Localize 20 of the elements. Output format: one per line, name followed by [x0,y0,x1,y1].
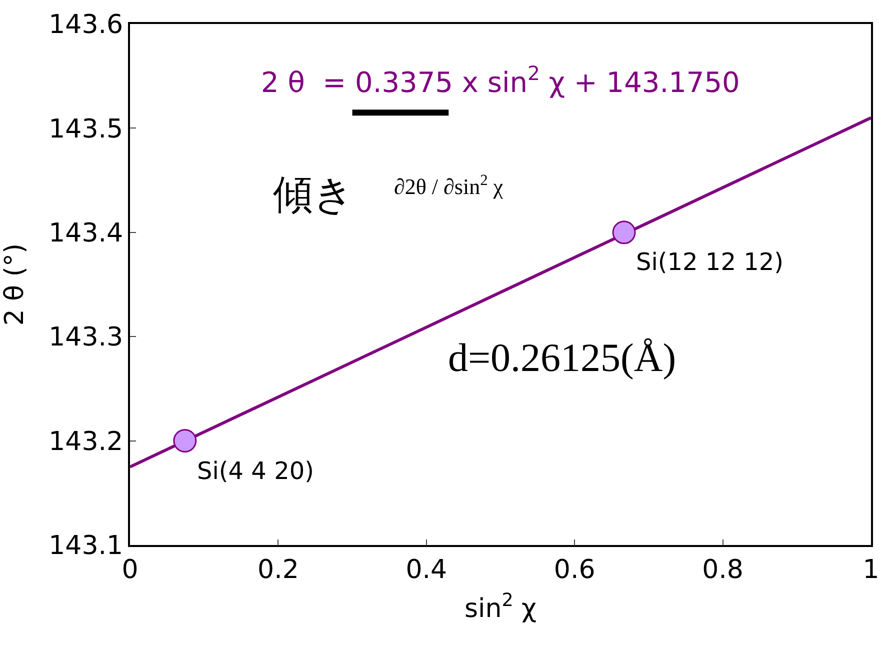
annotation: 2 θ = 0.3375 x sin$^{2}$ χ + 143.1750 [261,62,740,99]
x-tick-label: 0.4 [406,554,448,585]
annotation: ∂2θ / ∂sin$^{2}$ χ [394,172,504,200]
x-axis-title: sin$^{2}$ χ [464,590,537,624]
x-tick-label: 0 [122,554,138,585]
annotation: Si(12 12 12) [636,248,784,276]
x-tick-label: 0.8 [702,554,744,585]
y-tick-label: 143.2 [48,426,124,457]
annotation: Si(4 4 20) [197,457,314,485]
y-tick-label: 143.5 [48,114,124,144]
annotation: 傾き [273,172,354,218]
x-tick-label: 0.6 [554,554,596,585]
y-tick-label: 143.4 [48,218,124,248]
y-tick-label: 143.3 [48,322,124,353]
y-tick-label: 143.6 [48,10,124,40]
x-tick-label: 1 [862,554,880,585]
x-tick-label: 0.2 [258,554,299,585]
annotation: d=0.26125(Å) [448,335,676,380]
y-axis-title: 2 θ (°) [0,243,30,326]
y-tick-label: 143.1 [48,531,124,562]
